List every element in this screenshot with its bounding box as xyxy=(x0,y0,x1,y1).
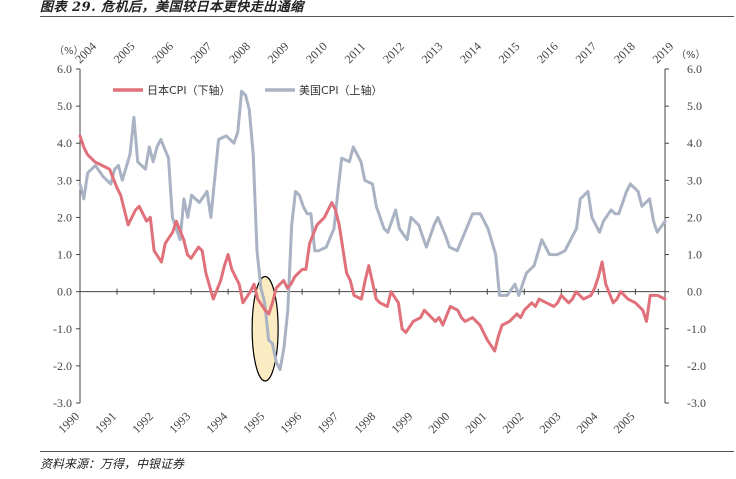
bottom-tick-label: 2002 xyxy=(500,409,527,436)
bottom-tick-label: 1998 xyxy=(351,409,378,436)
bottom-tick-label: 1990 xyxy=(55,409,82,436)
top-tick-label: 2012 xyxy=(380,39,407,66)
bottom-tick-label: 1996 xyxy=(277,409,304,436)
top-tick-label: 2015 xyxy=(496,39,523,66)
top-tick-label: 2018 xyxy=(611,39,638,66)
bottom-tick-label: 1994 xyxy=(203,409,230,436)
series-line-us-cpi xyxy=(78,89,667,372)
bottom-tick-label: 2001 xyxy=(463,409,490,436)
chart-series xyxy=(78,89,667,372)
right-tick-label: 3.0 xyxy=(687,173,702,187)
bottom-tick-label: 1999 xyxy=(388,409,415,436)
bottom-tick-label: 2004 xyxy=(574,409,601,436)
right-unit-label: （%） xyxy=(676,49,706,61)
bottom-tick-label: 1997 xyxy=(314,409,341,436)
left-tick-label: -1.0 xyxy=(53,322,72,336)
bottom-tick-label: 1992 xyxy=(129,409,156,436)
chart-legend: 日本CPI（下轴） 美国CPI（上轴） xyxy=(113,83,383,97)
bottom-tick-label: 2003 xyxy=(537,409,564,436)
bottom-tick-label: 1993 xyxy=(166,409,193,436)
right-tick-label: -1.0 xyxy=(687,322,706,336)
right-tick-label: 5.0 xyxy=(687,99,702,113)
top-tick-label: 2017 xyxy=(573,39,600,66)
chart-axes: （%） （%）6.05.04.03.02.01.00.0-1.0-2.0-3.06… xyxy=(53,39,706,436)
left-tick-label: 1.0 xyxy=(57,248,72,262)
right-tick-label: 0.0 xyxy=(687,285,702,299)
left-tick-label: -2.0 xyxy=(53,359,72,373)
top-tick-label: 2011 xyxy=(342,40,369,67)
source-note: 资料来源：万得，中银证券 xyxy=(40,457,185,471)
series-line-japan-cpi xyxy=(78,134,667,353)
left-tick-label: -3.0 xyxy=(53,396,72,410)
right-tick-label: -2.0 xyxy=(687,359,706,373)
top-tick-label: 2009 xyxy=(265,39,292,66)
top-tick-label: 2016 xyxy=(534,39,561,66)
top-tick-label: 2010 xyxy=(303,39,330,66)
bottom-tick-label: 2005 xyxy=(611,409,638,436)
top-tick-label: 2005 xyxy=(111,39,138,66)
right-tick-label: -3.0 xyxy=(687,396,706,410)
left-tick-label: 5.0 xyxy=(57,99,72,113)
top-tick-label: 2013 xyxy=(419,39,446,66)
top-tick-label: 2014 xyxy=(457,39,484,66)
bottom-tick-label: 1991 xyxy=(92,409,119,436)
top-tick-label: 2004 xyxy=(72,39,99,66)
left-tick-label: 3.0 xyxy=(57,173,72,187)
left-tick-label: 6.0 xyxy=(57,62,72,76)
bottom-tick-label: 1995 xyxy=(240,409,267,436)
legend-label-japan: 日本CPI（下轴） xyxy=(147,83,231,97)
left-tick-label: 0.0 xyxy=(57,285,72,299)
top-tick-label: 2006 xyxy=(149,39,176,66)
left-unit-label: （%） xyxy=(54,45,84,57)
left-tick-label: 4.0 xyxy=(57,136,72,150)
top-tick-label: 2019 xyxy=(650,39,677,66)
right-tick-label: 4.0 xyxy=(687,136,702,150)
right-tick-label: 2.0 xyxy=(687,210,702,224)
left-tick-label: 2.0 xyxy=(57,210,72,224)
bottom-tick-label: 2000 xyxy=(426,409,453,436)
top-tick-label: 2007 xyxy=(188,39,215,66)
top-tick-label: 2008 xyxy=(226,39,253,66)
right-tick-label: 1.0 xyxy=(687,248,702,262)
right-tick-label: 6.0 xyxy=(687,62,702,76)
title-rule xyxy=(40,16,734,17)
source-rule xyxy=(40,451,734,452)
legend-label-us: 美国CPI（上轴） xyxy=(299,83,383,97)
figure-title: 图表 29. 危机后，美国较日本更快走出通缩 xyxy=(40,0,304,15)
